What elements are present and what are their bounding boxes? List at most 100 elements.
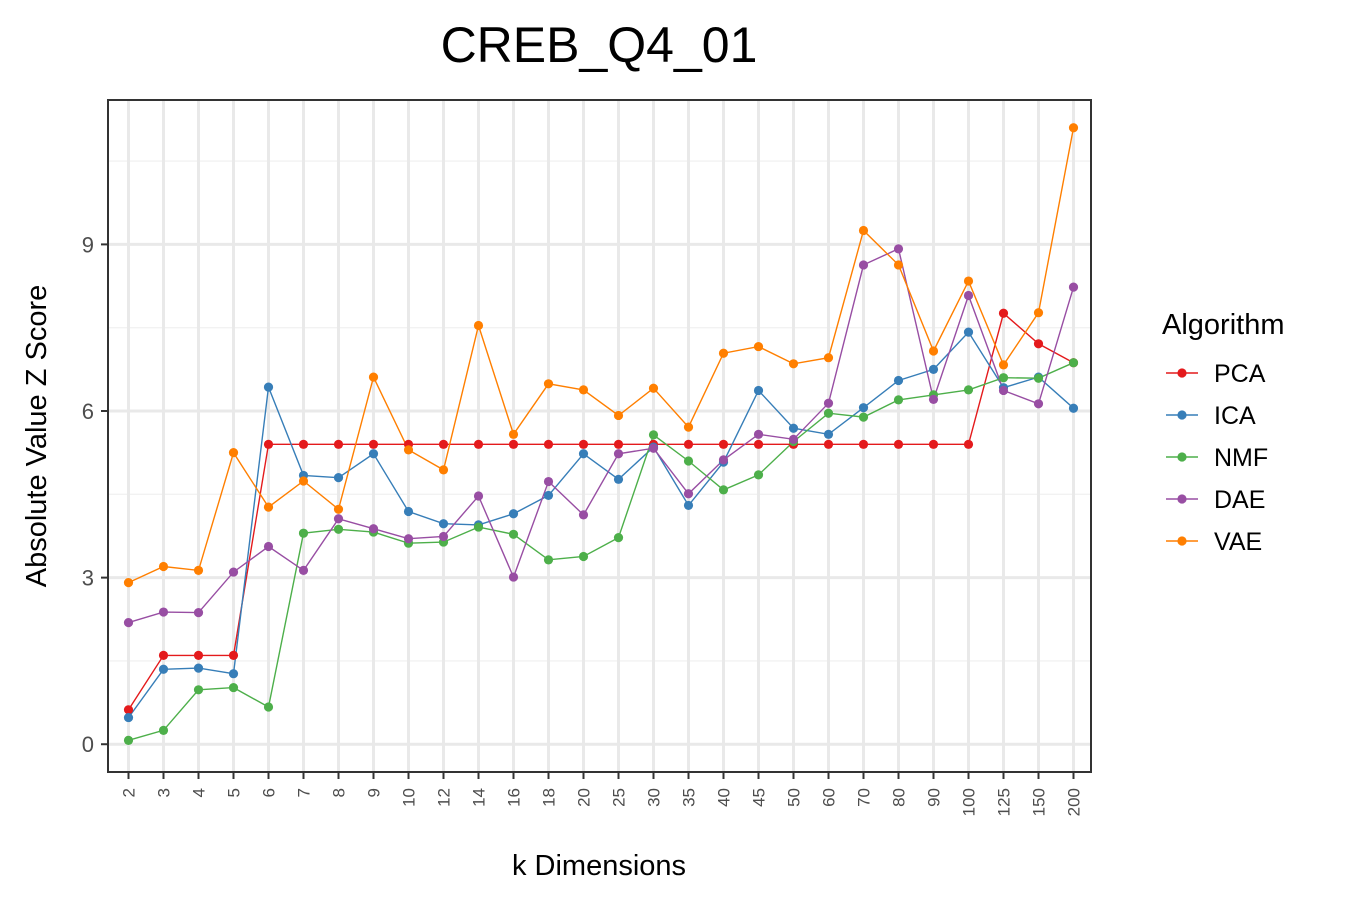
data-point-nmf (963, 385, 974, 395)
data-point-dae (1068, 282, 1079, 292)
data-point-ica (158, 664, 169, 674)
data-point-pca (1033, 339, 1044, 349)
data-point-vae (963, 276, 974, 286)
data-point-vae (788, 359, 799, 369)
plot-border (107, 99, 1092, 773)
data-point-pca (263, 439, 274, 449)
series-line-pca (127, 312, 1074, 711)
data-point-ica (1068, 403, 1079, 413)
x-tick-label: 3 (155, 788, 174, 797)
data-point-nmf (123, 735, 134, 745)
data-point-vae (228, 448, 239, 458)
legend-key-dae (1177, 494, 1187, 504)
data-point-vae (893, 260, 904, 270)
data-point-pca (438, 439, 449, 449)
data-point-nmf (158, 725, 169, 735)
data-point-vae (438, 465, 449, 475)
data-point-dae (228, 567, 239, 577)
x-tick-label: 10 (400, 788, 419, 807)
data-point-dae (333, 514, 344, 524)
data-point-nmf (333, 524, 344, 534)
data-point-nmf (718, 485, 729, 495)
legend-label-ica: ICA (1214, 402, 1256, 430)
data-point-dae (998, 385, 1009, 396)
y-tick-label: 0 (82, 732, 94, 757)
x-tick-label: 20 (575, 788, 594, 807)
data-point-ica (893, 375, 904, 386)
x-tick-label: 6 (260, 788, 279, 797)
legend-label-dae: DAE (1214, 486, 1265, 514)
series-line-ica (127, 330, 1074, 719)
data-point-vae (753, 341, 764, 352)
x-tick-label: 45 (750, 788, 769, 807)
data-point-nmf (1068, 358, 1079, 368)
data-point-vae (1068, 123, 1079, 133)
data-point-vae (508, 429, 519, 439)
x-tick-label: 2 (120, 788, 139, 797)
data-point-pca (963, 439, 974, 449)
data-point-ica (123, 712, 134, 723)
data-point-ica (543, 490, 554, 501)
data-point-ica (508, 509, 519, 519)
data-point-pca (613, 439, 624, 449)
data-point-vae (998, 360, 1009, 370)
data-point-ica (228, 669, 239, 679)
data-point-pca (508, 439, 519, 449)
data-point-nmf (578, 551, 589, 562)
data-point-vae (718, 348, 729, 358)
data-point-vae (298, 476, 309, 486)
data-point-nmf (543, 555, 554, 565)
legend-key-nmf (1177, 452, 1187, 462)
legend-title: Algorithm (1162, 309, 1285, 341)
y-tick-label: 3 (82, 566, 94, 591)
data-point-vae (158, 561, 169, 572)
legend-key-vae (1177, 536, 1187, 546)
x-tick-label: 60 (820, 788, 839, 807)
data-point-vae (263, 502, 274, 512)
data-point-vae (648, 383, 659, 393)
data-point-nmf (508, 529, 519, 539)
x-tick-label: 35 (680, 788, 699, 807)
data-point-pca (998, 308, 1009, 318)
x-tick-label: 70 (855, 788, 874, 807)
x-tick-label: 7 (295, 788, 314, 797)
x-tick-label: 18 (540, 788, 559, 807)
data-point-ica (263, 382, 274, 392)
data-point-pca (333, 439, 344, 449)
data-point-dae (263, 541, 274, 552)
data-point-ica (613, 474, 624, 484)
data-point-dae (578, 510, 589, 520)
data-point-pca (893, 439, 904, 449)
x-tick-label: 25 (610, 788, 629, 807)
data-point-dae (928, 394, 939, 404)
data-point-ica (578, 449, 589, 459)
data-point-vae (823, 353, 834, 363)
y-tick-label: 9 (82, 232, 94, 257)
x-tick-label: 14 (470, 788, 489, 807)
data-point-vae (473, 320, 484, 331)
data-point-nmf (823, 408, 834, 418)
data-point-pca (193, 650, 204, 660)
data-point-pca (368, 439, 379, 449)
data-point-dae (193, 608, 204, 618)
data-point-nmf (613, 533, 624, 543)
y-tick-label: 6 (82, 399, 94, 424)
legend-label-nmf: NMF (1214, 444, 1268, 472)
x-tick-label: 16 (505, 788, 524, 807)
data-point-dae (893, 244, 904, 254)
data-point-ica (403, 506, 414, 517)
data-point-pca (753, 439, 764, 449)
x-tick-label: 30 (645, 788, 664, 807)
data-point-dae (438, 531, 449, 542)
data-point-pca (228, 650, 239, 660)
data-point-ica (368, 449, 379, 459)
data-point-dae (683, 489, 694, 499)
data-point-dae (648, 443, 659, 453)
x-tick-label: 8 (330, 788, 349, 797)
legend-key-ica (1177, 410, 1187, 420)
legend-label-vae: VAE (1214, 528, 1262, 556)
data-point-vae (368, 372, 379, 382)
data-point-nmf (648, 430, 659, 440)
x-tick-label: 12 (435, 788, 454, 807)
